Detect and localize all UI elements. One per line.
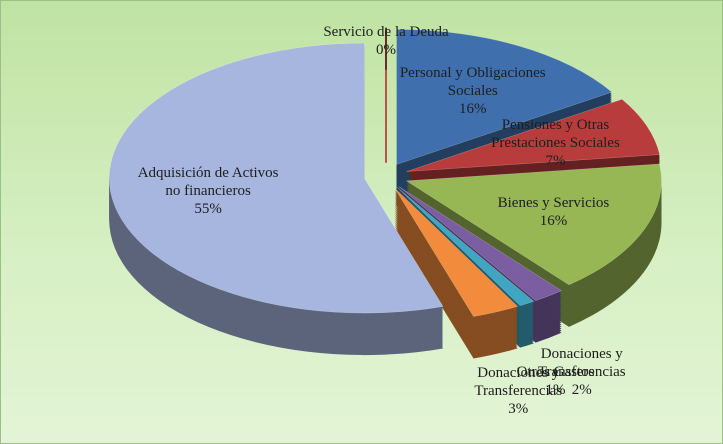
slice [406,98,661,172]
value-label: 0% [376,42,396,58]
slice-label: Servicio de la Deuda 0% [311,23,461,59]
value-label: 3% [508,401,529,418]
slice [405,163,662,286]
category-name: Otros Gastos [516,364,595,381]
slice [397,187,535,306]
slice [109,42,444,314]
value-label: 7% [545,153,566,170]
category-name: Bienes y Servicios [497,194,610,211]
value-label: 1% [545,382,566,399]
slice-label: Otros Gastos 1% [481,363,631,399]
category-name: Donaciones y Transferencias [537,345,626,380]
slice-label: Donaciones y Transferencias 3% [443,364,593,418]
value-label: 16% [459,101,487,118]
value-label: 16% [539,212,568,229]
slice-label: Donaciones y Transferencias 2% [507,345,657,399]
category-name: Servicio de la Deuda [323,24,449,40]
slice [398,186,563,301]
slice-label: Personal y Obligaciones Sociales 16% [398,64,548,118]
category-name: Pensiones y Otras Prestaciones Sociales [491,117,620,152]
category-name: Adquisición de Activos no financieros [137,165,279,200]
slice-label: Pensiones y Otras Prestaciones Sociales 7… [480,116,630,170]
value-label: 55% [194,201,222,218]
slice-label: Bienes y Servicios 16% [478,194,628,230]
slice-label: Adquisición de Activos no financieros 55% [133,164,283,218]
value-label: 2% [571,381,592,398]
category-name: Personal y Obligaciones Sociales [399,65,546,100]
category-name: Donaciones y Transferencias [474,365,563,400]
slice [396,29,613,165]
slice [394,187,519,317]
